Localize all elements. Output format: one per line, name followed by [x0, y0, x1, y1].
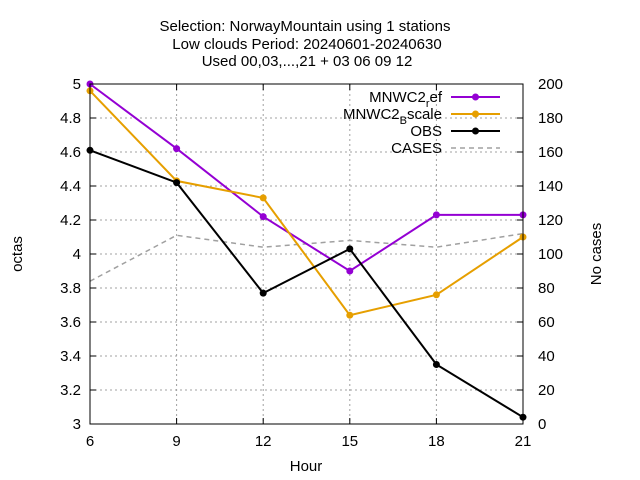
title-line-1: Selection: NorwayMountain using 1 statio… [160, 18, 451, 35]
legend-label-cases: CASES [391, 140, 442, 157]
data-point-obs [173, 179, 181, 187]
legend-label-obs: OBS [410, 123, 442, 140]
y-tick-label: 4 [73, 246, 81, 263]
data-point-mnwc2-ref [346, 267, 354, 275]
y2-tick-label: 20 [538, 382, 555, 399]
legend-entry-mnwc2-bscale: MNWC2Bscale [343, 106, 500, 127]
series-mnwc2-bscale [86, 87, 527, 319]
x-tick-label: 9 [172, 433, 180, 450]
data-point-mnwc2-ref [259, 213, 267, 221]
y-tick-label: 3 [73, 416, 81, 433]
legend-entry-obs: OBS [410, 123, 500, 140]
data-point-mnwc2-bscale [346, 311, 354, 319]
y-tick-label: 3.6 [60, 314, 81, 331]
y2-tick-label: 200 [538, 76, 563, 93]
series-line-mnwc2-bscale [89, 90, 524, 317]
axis-ticks: 6 9 12 15 18 21 3 3.2 3.4 3.6 3.8 4 4.2 4.4 4.6 4.8 5 0 20… [60, 76, 563, 450]
y2-tick-label: 120 [538, 212, 563, 229]
legend-label-mnwc2-ref: MNWC2ref [369, 89, 443, 110]
data-point-mnwc2-bscale [259, 194, 267, 202]
legend-label-mnwc2-bscale: MNWC2Bscale [343, 106, 442, 127]
data-point-mnwc2-ref [173, 145, 181, 153]
plot-area [86, 80, 527, 421]
y2-tick-label: 140 [538, 178, 563, 195]
grid [90, 84, 523, 424]
series-obs [86, 146, 527, 421]
title-line-3: Used 00,03,...,21 + 03 06 09 12 [202, 53, 413, 70]
y2-tick-label: 40 [538, 348, 555, 365]
data-point-obs [346, 245, 354, 253]
series-mnwc2-ref [86, 80, 527, 275]
y2-tick-label: 180 [538, 110, 563, 127]
y2-tick-label: 160 [538, 144, 563, 161]
y2-tick-label: 0 [538, 416, 546, 433]
series-line-mnwc2-ref [89, 83, 523, 273]
x-tick-label: 12 [255, 433, 272, 450]
y-tick-label: 3.8 [60, 280, 81, 297]
series-line-obs [89, 149, 524, 419]
x-axis-label: Hour [290, 458, 323, 475]
data-point-obs [259, 289, 267, 297]
x-tick-label: 6 [86, 433, 94, 450]
y-tick-label: 4.2 [60, 212, 81, 229]
x-tick-label: 21 [515, 433, 532, 450]
y-axis-label: octas [9, 236, 26, 272]
y-tick-label: 4.6 [60, 144, 81, 161]
x-tick-label: 15 [341, 433, 358, 450]
y2-tick-label: 60 [538, 314, 555, 331]
y-tick-label: 3.4 [60, 348, 81, 365]
chart-title: Selection: NorwayMountain using 1 statio… [160, 18, 451, 70]
legend-marker-obs [472, 127, 479, 135]
y-tick-label: 4.4 [60, 178, 81, 195]
y2-tick-label: 100 [538, 246, 563, 263]
legend-marker-mnwc2-bscale [472, 110, 479, 118]
y-tick-label: 3.2 [60, 382, 81, 399]
legend-entry-cases: CASES [391, 140, 500, 157]
x-tick-label: 18 [428, 433, 445, 450]
y2-axis-label: No cases [588, 223, 605, 286]
legend-entry-mnwc2-ref: MNWC2ref [369, 89, 500, 110]
data-point-mnwc2-bscale [432, 291, 440, 299]
y-tick-label: 4.8 [60, 110, 81, 127]
y-tick-label: 5 [73, 76, 81, 93]
data-point-obs [432, 361, 440, 368]
title-line-2: Low clouds Period: 20240601-20240630 [172, 36, 441, 53]
y2-tick-label: 80 [538, 280, 555, 297]
data-point-mnwc2-ref [432, 211, 440, 219]
legend-marker-mnwc2-ref [472, 93, 479, 101]
